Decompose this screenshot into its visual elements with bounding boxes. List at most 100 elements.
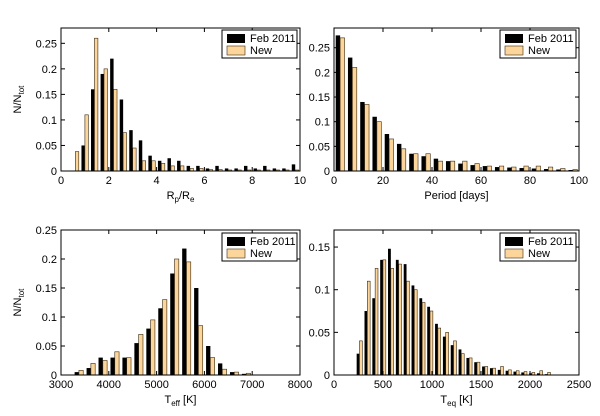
x-tick-label: 5000: [144, 379, 168, 391]
x-tick-label: 0: [331, 379, 337, 391]
bar-feb2011: [91, 89, 95, 171]
y-tick-label: 0.25: [309, 43, 330, 55]
bar-new: [102, 360, 108, 376]
x-tick-label: 80: [524, 175, 536, 187]
bar-feb2011: [395, 259, 399, 375]
y-tick-label: 0.05: [309, 141, 330, 153]
bar-new: [382, 259, 387, 376]
axes-box: [333, 229, 580, 376]
bar-feb2011: [513, 371, 517, 375]
x-tick-label: 1500: [469, 379, 493, 391]
bar-feb2011: [474, 362, 478, 375]
histogram-panel-4: 0 500 1000 1500 2000 2500 0 0.05 0.1 0.15 Teq [K] F…: [309, 229, 591, 408]
y-tick-label: 0.1: [315, 117, 330, 129]
bar-feb2011: [445, 161, 451, 171]
bar-new: [523, 165, 529, 172]
bar-feb2011: [531, 168, 537, 171]
bar-new: [210, 357, 215, 376]
x-axis-label-part: eff: [171, 399, 181, 408]
bar-new: [406, 280, 410, 376]
histogram-panel-3: 3000 4000 5000 6000 7000 8000 0 0.05 0.1 0.15 0.2 0…: [12, 225, 312, 408]
x-axis-label-part: e: [190, 195, 195, 204]
bar-feb2011: [494, 167, 500, 171]
y-axis-label-main: N/N: [12, 297, 24, 316]
bar-feb2011: [470, 165, 475, 171]
x-tick-label: 0: [58, 175, 64, 187]
bar-new: [161, 163, 166, 172]
x-tick-label: 60: [475, 175, 487, 187]
axes-box: [333, 27, 580, 172]
x-axis-label-part: [K]: [180, 394, 197, 406]
bar-feb2011: [74, 372, 79, 375]
y-tick-label: 0: [324, 166, 330, 178]
bar-feb2011: [215, 165, 219, 171]
y-tick-label: 0.1: [315, 285, 330, 297]
bar-feb2011: [347, 57, 353, 172]
y-tick-label: 0: [324, 370, 330, 382]
bar-feb2011: [372, 298, 376, 375]
bar-new: [174, 258, 180, 376]
bar-new: [126, 357, 132, 376]
axes-box: [60, 27, 301, 172]
bar-feb2011: [100, 73, 105, 171]
x-axis-label-part: [K]: [456, 394, 473, 406]
bar-new: [84, 114, 89, 172]
y-axis-label-sub: tot: [17, 288, 26, 298]
bar-feb2011: [98, 357, 103, 375]
bar-feb2011: [86, 368, 91, 375]
bar-new: [114, 351, 120, 376]
bar-new: [450, 160, 456, 172]
y-axis-label-sub: tot: [17, 85, 26, 95]
bar-new: [113, 88, 118, 172]
bar-new: [499, 165, 505, 172]
bar-feb2011: [158, 308, 163, 375]
bar-new: [132, 147, 137, 172]
bar-feb2011: [194, 288, 199, 375]
bar-new: [75, 151, 80, 172]
legend-label-feb2011: Feb 2011: [250, 236, 296, 248]
x-tick-label: 0: [331, 175, 337, 187]
legend-swatch-feb2011: [227, 34, 245, 43]
bar-feb2011: [466, 357, 470, 375]
x-axis-label-part: R: [167, 190, 175, 202]
bar-feb2011: [380, 259, 383, 375]
y-tick-label: 0.2: [42, 64, 57, 76]
bar-new: [508, 369, 512, 376]
y-tick-label: 0.2: [42, 254, 57, 266]
legend-swatch-feb2011: [227, 237, 245, 246]
y-axis-label: N/Ntot: [12, 288, 26, 317]
x-tick-label: 4: [154, 175, 160, 187]
bar-feb2011: [119, 99, 124, 171]
bar-feb2011: [388, 248, 391, 375]
bar-new: [90, 363, 96, 376]
bar-feb2011: [170, 273, 175, 375]
x-tick-label: 6000: [192, 379, 216, 391]
x-axis-label-part: Period [days]: [424, 190, 488, 202]
bar-new: [468, 357, 473, 376]
bar-feb2011: [356, 353, 360, 375]
bar-new: [374, 268, 379, 376]
bar-feb2011: [421, 156, 426, 171]
bar-feb2011: [458, 349, 462, 375]
bar-feb2011: [224, 168, 229, 171]
bar-feb2011: [433, 158, 439, 171]
y-tick-label: 0.25: [36, 225, 57, 237]
bar-feb2011: [291, 164, 296, 171]
bar-feb2011: [505, 370, 509, 375]
bar-feb2011: [81, 145, 85, 171]
bar-feb2011: [521, 372, 525, 375]
bar-new: [138, 334, 144, 376]
bar-feb2011: [186, 165, 191, 171]
bar-feb2011: [272, 168, 277, 171]
legend-label-feb2011: Feb 2011: [528, 236, 574, 248]
bar-feb2011: [157, 160, 162, 171]
bar-new: [414, 289, 418, 376]
y-tick-label: 0.05: [309, 327, 330, 339]
bar-feb2011: [196, 165, 200, 171]
bar-feb2011: [335, 35, 341, 172]
y-axis-label: N/Ntot: [12, 85, 26, 114]
